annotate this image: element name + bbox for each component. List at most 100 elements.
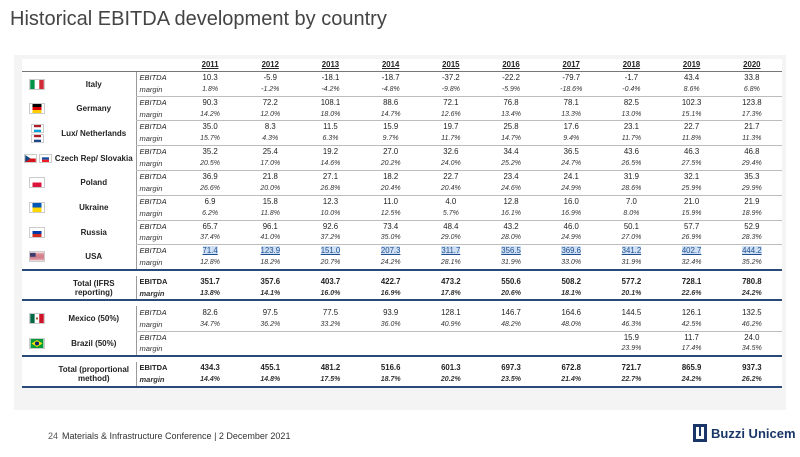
margin-value: 14.1% [240, 288, 301, 302]
year-header: 2019 [661, 59, 722, 72]
margin-value [541, 343, 602, 358]
ebitda-value [300, 331, 360, 343]
highlighted-value: 444.2 [742, 246, 762, 256]
ebitda-value: 11.0 [383, 196, 398, 206]
margin-value: 21.4% [541, 374, 602, 388]
ebitda-value: 550.6 [501, 276, 521, 286]
margin-value: 29.4% [721, 158, 782, 172]
ebitda-value: 728.1 [681, 276, 702, 286]
margin-value: 48.2% [480, 318, 542, 332]
page-title: Historical EBITDA development by country [10, 8, 387, 30]
ebitda-value: 90.3 [202, 97, 218, 107]
margin-value: 42.5% [661, 318, 722, 332]
ebitda-value [180, 331, 240, 343]
margin-value: 36.0% [360, 318, 421, 332]
ebitda-value: -1.7 [624, 72, 639, 82]
ebitda-value: 369.6 [541, 245, 601, 257]
margin-value: 20.4% [360, 182, 421, 196]
ebitda-value: 82.5 [623, 97, 639, 107]
ebitda-value: 36.5 [563, 147, 579, 157]
ebitda-value: 77.5 [322, 307, 339, 317]
margin-value: 26.5% [601, 158, 662, 172]
country-name: Lux/ Netherlands [61, 128, 127, 138]
country-name: Mexico (50%) [68, 314, 120, 324]
ebitda-value: 92.6 [322, 221, 339, 231]
margin-value: 20.2% [360, 158, 421, 172]
ebitda-value: 128.1 [441, 307, 461, 317]
year-header: 2011 [180, 59, 241, 72]
ebitda-value: 102.3 [681, 97, 702, 107]
ebitda-value: 21.0 [684, 196, 700, 206]
margin-value: 26.9% [661, 232, 722, 246]
margin-value: 27.0% [601, 232, 662, 246]
ebitda-value: 71.4 [180, 245, 240, 257]
margin-value: 20.5% [180, 158, 241, 172]
margin-value: 9.4% [541, 133, 602, 147]
margin-value: -1.2% [240, 83, 301, 97]
ebitda-value: 27.0 [383, 147, 399, 157]
ebitda-value: 34.4 [503, 147, 519, 157]
margin-value: 35.0% [360, 232, 421, 246]
margin-value: 14.7% [360, 108, 421, 122]
ebitda-value: 207.3 [361, 245, 421, 257]
margin-value: 14.2% [180, 108, 241, 122]
margin-value: 26.2% [721, 374, 782, 388]
margin-value: 13.4% [480, 108, 542, 122]
margin-value: 6.2% [180, 207, 241, 221]
margin-value: 18.9% [721, 207, 782, 221]
year-header: 2012 [240, 59, 301, 72]
margin-value: 24.7% [541, 158, 602, 172]
ebitda-value: 31.9 [623, 171, 639, 181]
margin-row: margin 34.7% 36.2% 33.2% 36.0% 40.9% 48.2% 48.0… [22, 318, 782, 332]
margin-label: margin [135, 288, 180, 302]
country-name: Brazil (50%) [52, 331, 136, 357]
margin-value: 16.9% [360, 288, 421, 302]
ebitda-value: 76.8 [503, 97, 519, 107]
margin-value: -5.9% [480, 83, 542, 97]
ebitda-value: 7.0 [625, 196, 637, 206]
ebitda-value: 455.1 [260, 363, 281, 373]
ebitda-value: -18.7 [381, 72, 400, 82]
ebitda-value: -5.9 [263, 72, 277, 82]
ebitda-value [481, 331, 541, 343]
ebitda-value: 12.8 [503, 196, 519, 206]
ebitda-value [421, 331, 481, 343]
ebitda-value: 97.5 [262, 307, 278, 317]
ebitda-label: EBITDA [135, 361, 180, 375]
ebitda-value: 22.7 [443, 171, 459, 181]
ebitda-label: EBITDA [135, 145, 180, 159]
ebitda-value [541, 331, 601, 343]
ebitda-value: 21.7 [744, 122, 760, 132]
ebitda-value: 126.1 [681, 307, 702, 317]
margin-value: 12.8% [180, 257, 241, 271]
company-logo: Buzzi Unicem [693, 424, 796, 442]
flag-empty [22, 275, 52, 302]
flag-ukraine-icon [22, 195, 52, 220]
margin-row: margin 37.4% 41.0% 37.2% 35.0% 29.0% 28.0% 24.9… [22, 232, 782, 246]
margin-value: 11.7% [601, 133, 662, 147]
flag-italy-icon [22, 71, 52, 96]
ebitda-value: 4.0 [445, 196, 457, 206]
ebitda-label: EBITDA [135, 120, 180, 134]
ebitda-value: 19.7 [443, 122, 459, 132]
flag-poland-icon [22, 171, 52, 196]
country-name: Germany [76, 104, 112, 114]
margin-value: 34.7% [180, 318, 241, 332]
margin-value: 17.0% [240, 158, 301, 172]
margin-value: 16.0% [300, 288, 361, 302]
margin-value: 5.7% [420, 207, 481, 221]
margin-value: 10.0% [300, 207, 361, 221]
ebitda-value: 164.6 [561, 307, 581, 317]
ebitda-value: 780.8 [742, 276, 762, 286]
margin-value: 14.7% [480, 133, 542, 147]
ebitda-label: EBITDA [135, 71, 180, 84]
ebitda-value: 577.2 [621, 276, 642, 286]
margin-value: 11.7% [420, 133, 481, 147]
ebitda-row: Lux/ Netherlands EBITDA 35.0 8.3 11.5 15.9 19.… [22, 120, 782, 143]
margin-value: 28.6% [601, 182, 662, 196]
margin-value: 12.6% [420, 108, 481, 122]
margin-value: 41.0% [240, 232, 301, 246]
margin-value: 24.9% [541, 232, 602, 246]
ebitda-value: 144.5 [621, 307, 642, 317]
ebitda-value: 24.1 [563, 171, 579, 181]
